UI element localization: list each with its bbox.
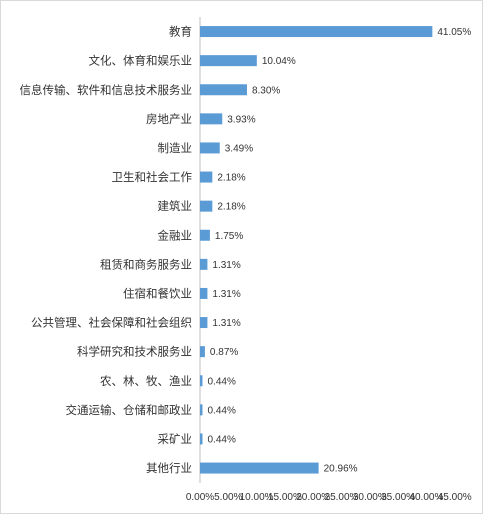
bar [200,84,247,96]
data-label: 0.87% [210,347,238,358]
data-labels: 41.05% 10.04% 8.30% 3.93% 3.49% 2.18% 2.18% 1.7… [207,27,471,475]
data-label: 20.96% [324,464,358,475]
category-label: 住宿和餐饮业 [123,286,192,300]
data-label: 2.18% [217,202,245,213]
x-tick-label: 40.00% [409,492,443,503]
data-label: 1.31% [212,318,240,329]
data-label: 3.93% [227,114,255,125]
data-label: 0.44% [207,376,235,387]
x-tick-label: 30.00% [353,492,387,503]
bars [200,26,433,474]
bar [200,142,220,154]
bar [200,433,203,445]
data-label: 1.31% [212,289,240,300]
x-axis-tick-labels: 0.00% 5.00%10.00%15.00%20.00%25.00%30.00%… [186,492,472,503]
category-label: 金融业 [158,228,193,242]
x-tick-label: 5.00% [214,492,242,503]
x-tick-label: 45.00% [438,492,472,503]
data-label: 1.31% [212,260,240,271]
bar [200,346,205,358]
data-label: 0.44% [207,434,235,445]
data-label: 3.49% [225,143,253,154]
category-label: 科学研究和技术服务业 [77,345,192,359]
data-label: 2.18% [217,173,245,184]
category-label: 房地产业 [146,112,192,126]
category-label: 制造业 [158,141,193,155]
bar [200,113,223,125]
category-label: 其他行业 [146,461,192,475]
category-label: 采矿业 [158,432,193,446]
data-label: 1.75% [215,231,243,242]
bar [200,55,257,67]
x-tick-label: 35.00% [381,492,415,503]
category-label: 建筑业 [158,199,193,213]
x-tick-label: 10.00% [240,492,274,503]
data-label: 8.30% [252,85,280,96]
category-label: 农、林、牧、渔业 [100,374,192,388]
category-label: 卫生和社会工作 [112,170,193,184]
x-tick-label: 0.00% [186,492,214,503]
data-label: 41.05% [437,27,471,38]
bar [200,317,208,329]
bar [200,287,208,299]
category-label: 交通运输、仓储和邮政业 [66,403,193,417]
bar [200,26,433,38]
data-label: 0.44% [207,405,235,416]
bar [200,200,213,212]
bar [200,375,203,387]
x-tick-label: 25.00% [325,492,359,503]
bar [200,171,213,183]
data-label: 10.04% [262,56,296,67]
category-label: 信息传输、软件和信息技术服务业 [20,83,193,97]
category-label: 公共管理、社会保障和社会组织 [31,316,192,330]
bar [200,258,208,270]
x-tick-label: 20.00% [296,492,330,503]
category-label: 文化、体育和娱乐业 [89,54,193,68]
bar [200,404,203,416]
x-tick-label: 15.00% [268,492,302,503]
category-label: 租赁和商务服务业 [100,257,192,271]
category-label: 教育 [169,25,192,39]
bar [200,229,210,241]
bar [200,462,319,474]
category-labels: 教育文化、体育和娱乐业信息传输、软件和信息技术服务业房地产业制造业卫生和社会工作… [20,25,193,475]
